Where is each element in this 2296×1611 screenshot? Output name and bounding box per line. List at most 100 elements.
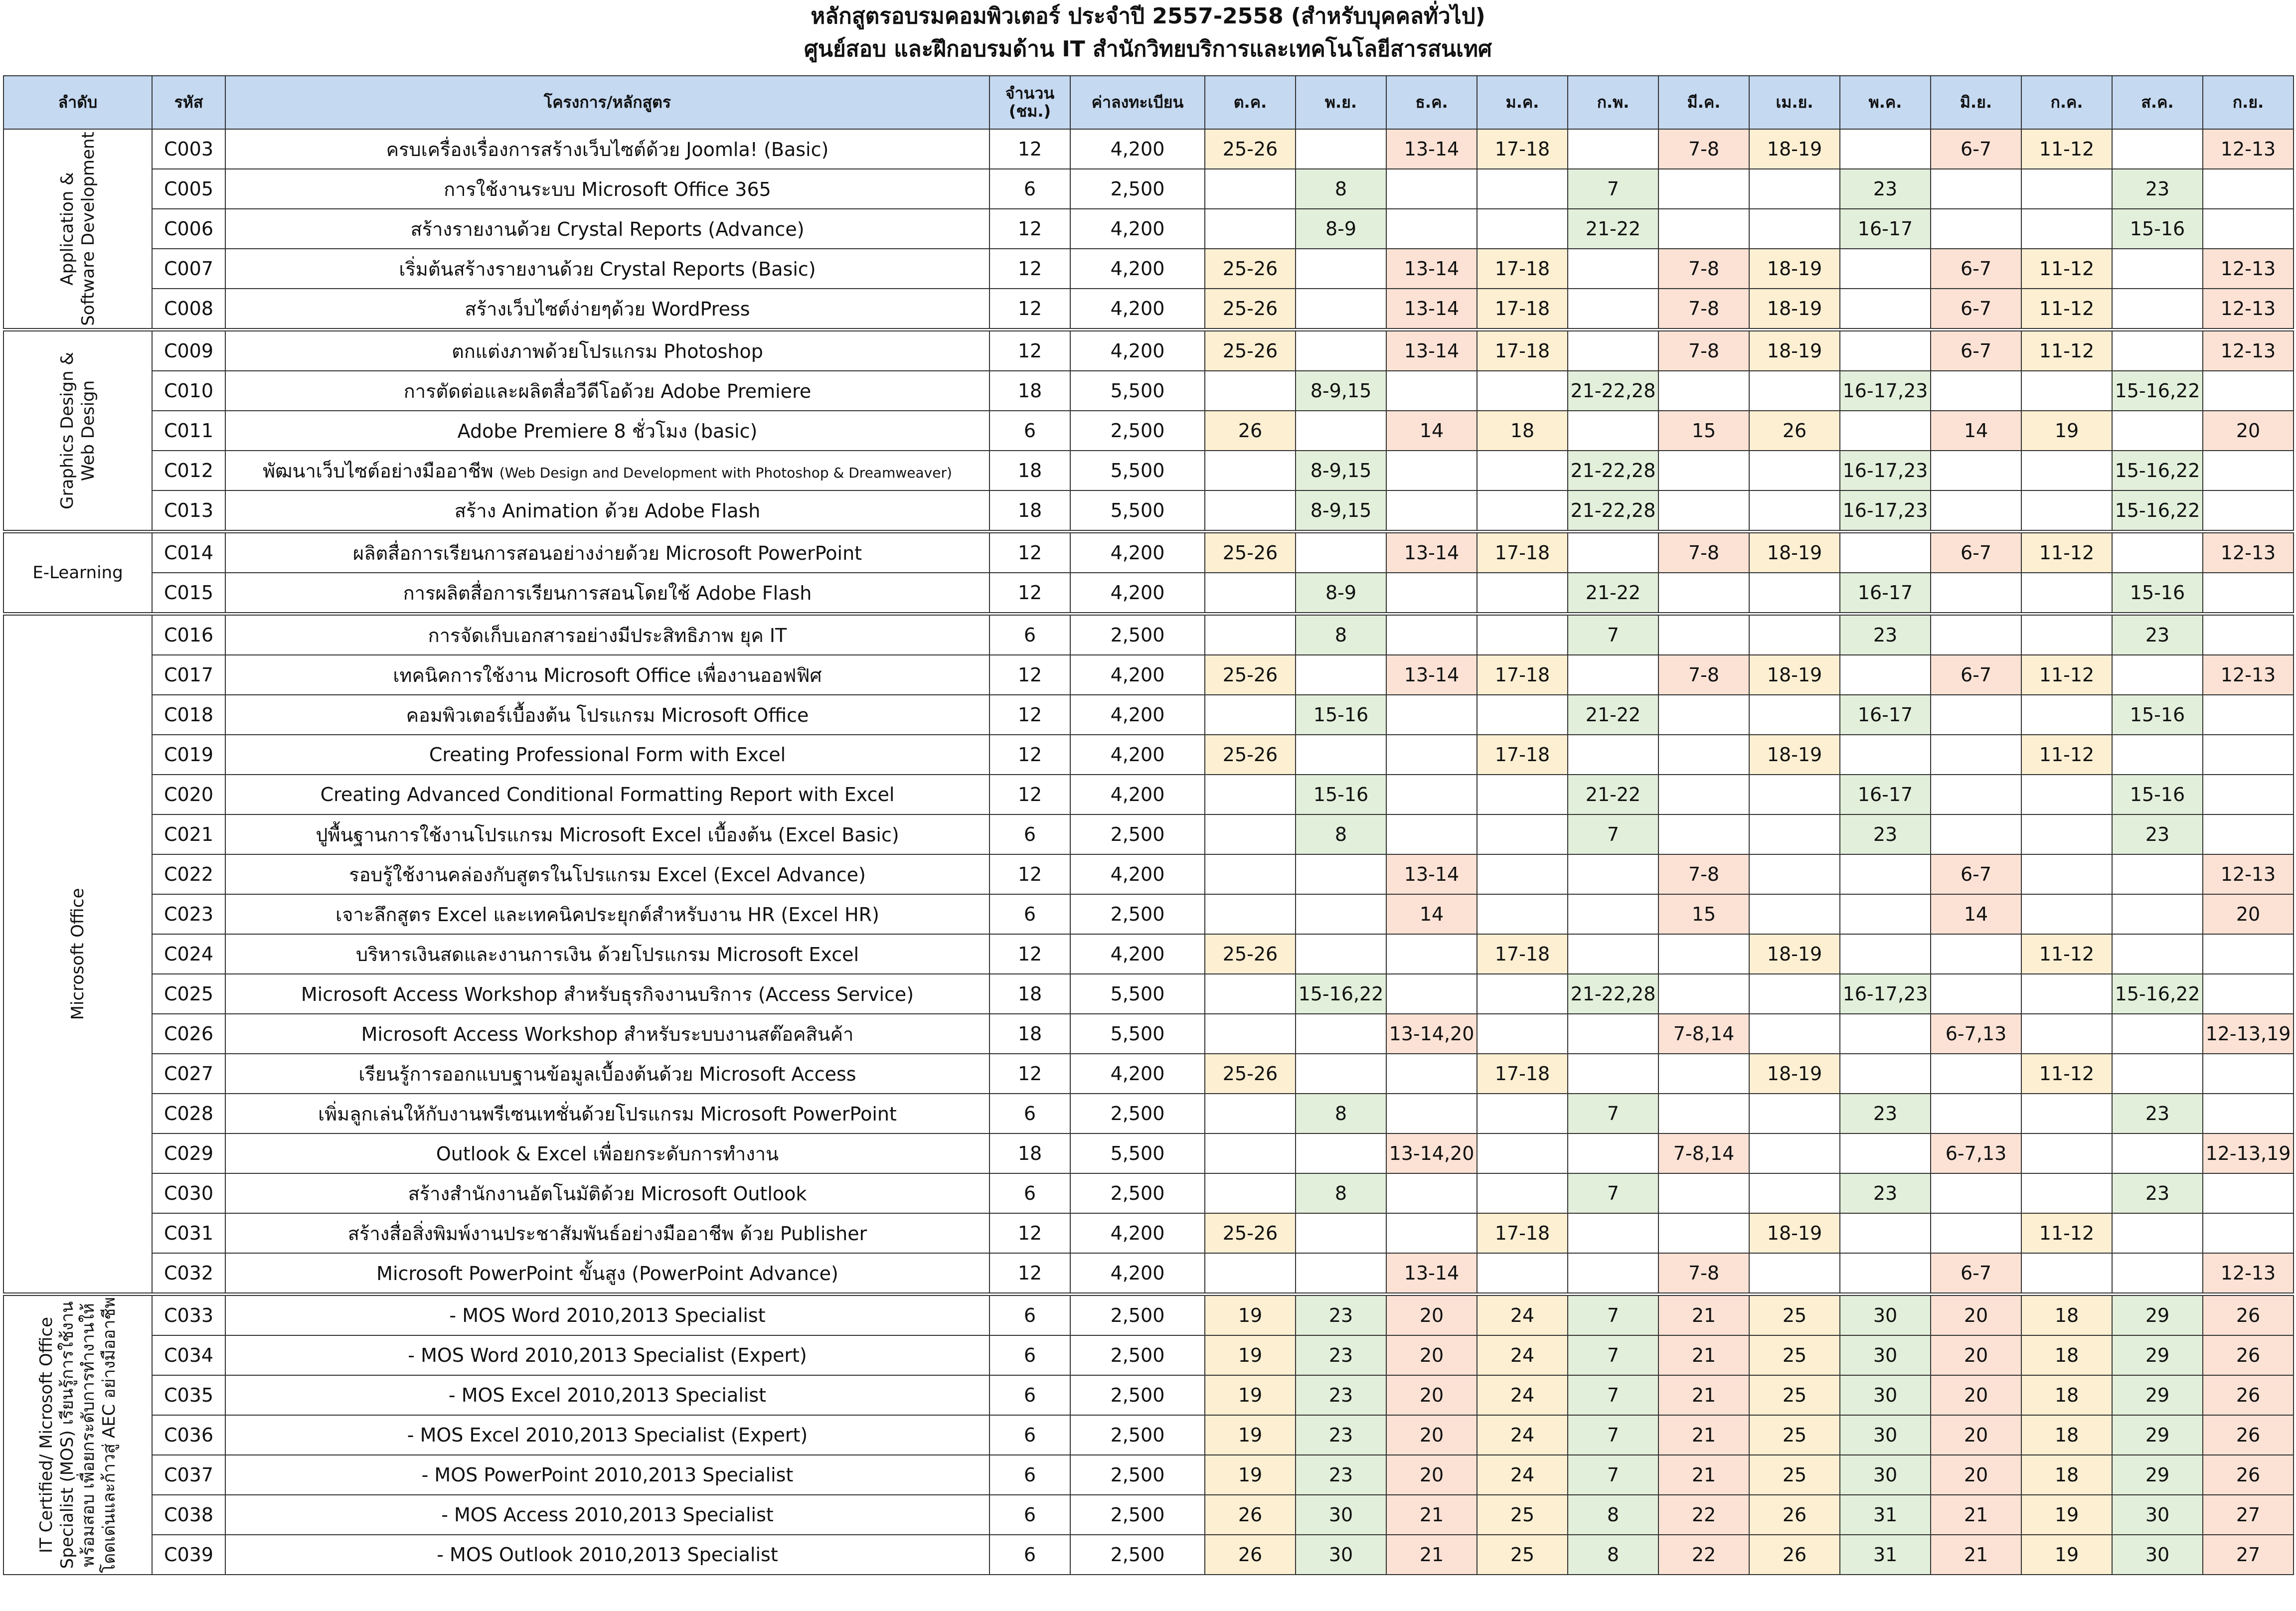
course-name-text: สร้างเว็บไซต์ง่ายๆด้วย WordPress — [465, 298, 750, 320]
course-hours: 12 — [989, 854, 1071, 895]
schedule-cell — [1658, 168, 1750, 209]
header-fee: ค่าลงทะเบียน — [1070, 75, 1205, 130]
course-hours: 6 — [989, 1375, 1071, 1416]
schedule-cell — [1658, 774, 1750, 815]
schedule-cell: 26 — [1204, 410, 1296, 451]
schedule-cell — [1839, 248, 1931, 289]
schedule-cell — [2112, 410, 2203, 451]
course-name: การจัดเก็บเอกสารอย่างมีประสิทธิภาพ ยุค I… — [225, 612, 990, 655]
table-row: C023 เจาะลึกสูตร Excel และเทคนิคประยุกต์ส… — [3, 894, 2294, 935]
schedule-cell — [1658, 694, 1750, 735]
schedule-cell — [1930, 934, 2022, 974]
course-hours: 18 — [989, 1013, 1071, 1054]
schedule-cell: 13-14 — [1386, 248, 1477, 289]
course-name-text: - MOS Outlook 2010,2013 Specialist — [437, 1544, 778, 1566]
schedule-cell — [1386, 370, 1477, 411]
schedule-cell — [1204, 168, 1296, 209]
schedule-cell: 21-22,28 — [1567, 973, 1659, 1014]
table-row: C028 เพิ่มลูกเล่นให้กับงานพรีเซนเทชั่นด้ว… — [3, 1093, 2294, 1134]
schedule-cell — [1295, 1013, 1387, 1054]
course-code: C018 — [152, 694, 226, 735]
title-block: หลักสูตรอบรมคอมพิวเตอร์ ประจำปี 2557-255… — [0, 0, 2296, 74]
schedule-cell: 6-7,13 — [1930, 1013, 2022, 1054]
schedule-cell: 12-13 — [2202, 854, 2294, 895]
course-hours: 12 — [989, 694, 1071, 735]
schedule-cell — [2202, 1173, 2294, 1214]
schedule-cell: 23 — [1295, 1454, 1387, 1495]
course-code: C006 — [152, 208, 226, 249]
schedule-cell: 18 — [2021, 1335, 2113, 1376]
schedule-cell — [1839, 328, 1931, 371]
schedule-cell: 26 — [1204, 1534, 1296, 1575]
schedule-cell: 21-22,28 — [1567, 490, 1659, 532]
course-name-text: เจาะลึกสูตร Excel และเทคนิคประยุกต์สำหรั… — [335, 903, 879, 926]
schedule-cell — [1567, 288, 1659, 330]
schedule-cell: 25-26 — [1204, 288, 1296, 330]
table-row: IT Certified/ Microsoft Office Specialist… — [3, 1292, 2294, 1575]
header-month: เม.ย. — [1749, 75, 1840, 130]
schedule-cell: 11-12 — [2021, 654, 2113, 695]
course-code: C031 — [152, 1213, 226, 1254]
schedule-cell: 7-8 — [1658, 854, 1750, 895]
schedule-cell — [1658, 490, 1750, 532]
schedule-cell: 19 — [1204, 1375, 1296, 1416]
schedule-cell: 23 — [1295, 1292, 1387, 1336]
schedule-cell: 11-12 — [2021, 934, 2113, 974]
schedule-cell: 15-16,22 — [2112, 973, 2203, 1014]
schedule-cell: 21 — [1658, 1454, 1750, 1495]
schedule-cell — [1930, 1173, 2022, 1214]
schedule-cell: 30 — [1839, 1292, 1931, 1336]
schedule-cell: 24 — [1476, 1454, 1568, 1495]
schedule-cell — [1749, 208, 1840, 249]
course-name-text: เพิ่มลูกเล่นให้กับงานพรีเซนเทชั่นด้วยโปร… — [318, 1103, 897, 1125]
course-hours: 6 — [989, 1093, 1071, 1134]
schedule-cell: 14 — [1386, 894, 1477, 935]
schedule-cell: 16-17 — [1839, 208, 1931, 249]
schedule-cell — [2202, 694, 2294, 735]
course-name-text: Outlook & Excel เพื่อยกระดับการทำงาน — [436, 1142, 779, 1165]
schedule-cell: 12-13 — [2202, 288, 2294, 330]
schedule-cell: 12-13 — [2202, 530, 2294, 573]
schedule-cell: 18-19 — [1749, 248, 1840, 289]
course-name-text: เรียนรู้การออกแบบฐานข้อมูลเบื้องต้นด้วย … — [358, 1063, 856, 1085]
course-fee: 4,200 — [1070, 654, 1205, 695]
schedule-cell — [1567, 894, 1659, 935]
course-name: เทคนิคการใช้งาน Microsoft Office เพื่องา… — [225, 654, 990, 695]
schedule-cell — [1567, 654, 1659, 695]
schedule-cell — [1839, 654, 1931, 695]
course-code: C034 — [152, 1335, 226, 1376]
schedule-cell: 21 — [1386, 1494, 1477, 1535]
course-name: บริหารเงินสดและงานการเงิน ด้วยโปรแกรม Mi… — [225, 934, 990, 974]
schedule-cell: 6-7 — [1930, 328, 2022, 371]
schedule-cell — [1386, 973, 1477, 1014]
group-label-line: Web Design — [78, 380, 98, 482]
course-fee: 2,500 — [1070, 894, 1205, 935]
schedule-cell: 14 — [1930, 894, 2022, 935]
schedule-cell — [1930, 208, 2022, 249]
course-fee: 2,500 — [1070, 814, 1205, 855]
schedule-cell — [1749, 894, 1840, 935]
group-label-line: E-Learning — [32, 563, 123, 583]
table-row: C027 เรียนรู้การออกแบบฐานข้อมูลเบื้องต้นด… — [3, 1053, 2294, 1094]
schedule-cell: 18-19 — [1749, 1053, 1840, 1094]
schedule-cell — [1386, 1053, 1477, 1094]
course-code: C027 — [152, 1053, 226, 1094]
course-name-text: สร้างรายงานด้วย Crystal Reports (Advance… — [410, 218, 805, 240]
course-hours: 12 — [989, 288, 1071, 330]
table-row: C035 - MOS Excel 2010,2013 Specialist 6 2,… — [3, 1375, 2294, 1416]
course-fee: 4,200 — [1070, 288, 1205, 330]
schedule-cell: 7 — [1567, 612, 1659, 655]
course-hours: 6 — [989, 1534, 1071, 1575]
table-row: C019 Creating Professional Form with Exce… — [3, 734, 2294, 775]
schedule-cell — [1749, 370, 1840, 411]
course-fee: 2,500 — [1070, 612, 1205, 655]
schedule-cell — [1386, 1213, 1477, 1254]
header-month: มิ.ย. — [1930, 75, 2022, 130]
group-label-text: Graphics Design & Web Design — [57, 352, 99, 509]
schedule-cell: 20 — [1930, 1415, 2022, 1455]
course-hours: 12 — [989, 208, 1071, 249]
course-code: C026 — [152, 1013, 226, 1054]
schedule-cell: 11-12 — [2021, 1053, 2113, 1094]
header-hours: จำนวน (ชม.) — [989, 75, 1071, 130]
